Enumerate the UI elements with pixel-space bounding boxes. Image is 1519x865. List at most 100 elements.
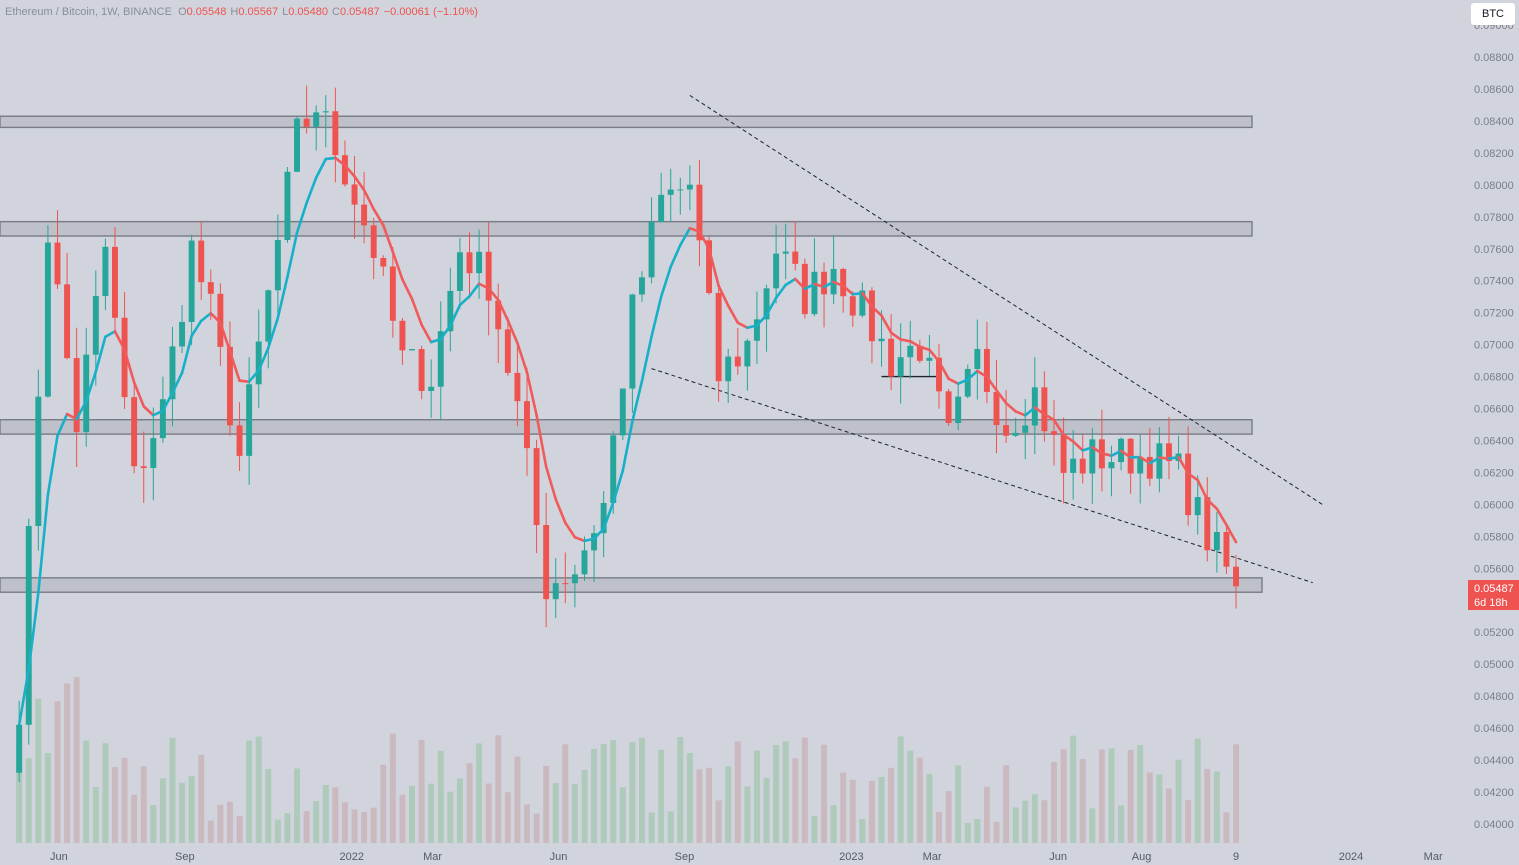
candle-body (447, 290, 454, 332)
candle (255, 309, 262, 409)
volume-bar (744, 786, 751, 843)
volume-bar (1108, 748, 1115, 843)
candle (696, 159, 703, 267)
volume-bar (1204, 768, 1211, 843)
trailing-line-segment (1110, 449, 1123, 457)
candle-body (552, 583, 559, 600)
candle-body (35, 396, 42, 527)
open-value: 0.05548 (186, 6, 227, 18)
candle (131, 382, 138, 474)
trailing-line-segment (1138, 455, 1152, 465)
volume-bar (102, 743, 109, 843)
candle-body (1213, 532, 1220, 551)
candle-body (725, 356, 732, 382)
candle (1223, 526, 1230, 575)
candle-body (44, 242, 51, 397)
volume-bar (25, 758, 32, 843)
x-tick-label: Jun (50, 851, 68, 863)
candle-body (1165, 443, 1172, 461)
volume-bar (964, 822, 971, 843)
volume-bar (734, 741, 741, 843)
candle (658, 172, 665, 223)
candle (907, 320, 914, 379)
candle-body (409, 349, 415, 351)
candle (303, 85, 310, 134)
trailing-line-segment (525, 371, 538, 417)
candle-body (926, 357, 933, 361)
y-tick-label: 0.07200 (1474, 308, 1514, 320)
low-value: 0.05480 (288, 6, 328, 18)
volume-bar (533, 813, 540, 843)
trailing-line-segment (305, 176, 318, 205)
candle (35, 369, 42, 551)
y-tick-label: 0.06200 (1474, 467, 1514, 479)
volume-bar (447, 791, 454, 843)
candle-body (64, 284, 71, 359)
candle (322, 95, 329, 148)
volume-bar (916, 757, 923, 843)
volume-bar (428, 783, 435, 843)
candle (648, 197, 655, 284)
volume-bar (936, 812, 942, 843)
candle-body (1223, 532, 1230, 567)
volume-bar (1079, 758, 1086, 843)
candle-body (169, 346, 176, 400)
volume-bar (725, 766, 732, 843)
x-tick-label: 2022 (340, 851, 364, 863)
x-tick-label: Jun (1049, 851, 1067, 863)
x-tick-label: 9 (1233, 851, 1239, 863)
volume-bar (581, 769, 588, 843)
volume-bar (945, 791, 952, 843)
candle (859, 282, 866, 318)
candle (1108, 445, 1115, 497)
candle (169, 326, 176, 427)
candle (849, 291, 856, 327)
trailing-line-segment (784, 277, 797, 287)
candle (361, 172, 368, 244)
candle-body (907, 345, 914, 358)
trailing-line-segment (1215, 507, 1228, 527)
close-value: 0.05487 (339, 6, 380, 18)
candle (246, 357, 253, 485)
trailing-line-segment (142, 405, 155, 417)
candle-body (16, 724, 23, 773)
volume-bar (361, 812, 368, 843)
candle (1060, 417, 1067, 504)
candle (341, 140, 348, 187)
y-tick-label: 0.06400 (1474, 435, 1514, 447)
y-tick-label: 0.08400 (1474, 116, 1514, 128)
candle-body (782, 251, 789, 254)
candle-body (121, 317, 128, 398)
trailing-line-segment (918, 345, 931, 352)
currency-button[interactable]: BTC (1471, 3, 1515, 25)
volume-bar (1146, 772, 1153, 843)
x-tick-label: Mar (923, 851, 942, 863)
candle (629, 293, 636, 413)
candle (993, 360, 1000, 454)
candle-body (428, 386, 435, 391)
candle-body (993, 391, 1000, 426)
trailing-line-segment (631, 379, 644, 423)
candle-body (792, 251, 799, 264)
trailing-line-segment (1196, 478, 1209, 502)
candle-body (1137, 456, 1144, 474)
trailing-line-segment (621, 420, 634, 472)
volume-bar (495, 735, 502, 843)
trailing-line-segment (1014, 410, 1027, 417)
trailing-line-segment (1004, 401, 1017, 413)
trailing-line-segment (420, 323, 433, 344)
y-tick-label: 0.05800 (1474, 531, 1514, 543)
trailing-line-segment (736, 321, 749, 330)
volume-bar (983, 786, 990, 843)
trailing-line-segment (1052, 418, 1065, 437)
trailing-line-segment (956, 378, 970, 386)
candle-body (888, 338, 895, 377)
y-tick-label: 0.04400 (1474, 755, 1514, 767)
candle-body (322, 111, 329, 113)
trailing-line-segment (209, 311, 222, 324)
candle-body (658, 194, 665, 222)
candle (916, 339, 923, 364)
candle (504, 316, 511, 376)
